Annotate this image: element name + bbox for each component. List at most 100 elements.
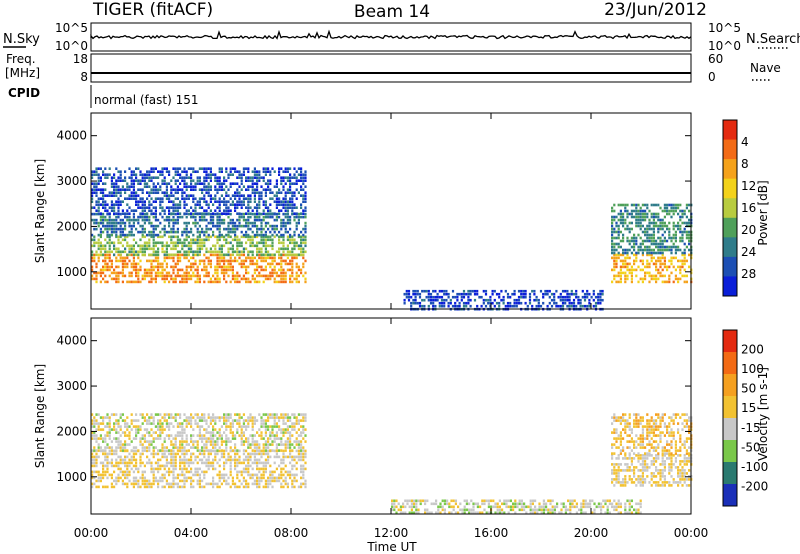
data-cell [154,233,157,237]
data-cell [234,277,237,281]
data-cell [106,452,109,456]
data-cell [113,268,116,272]
data-cell [679,271,682,275]
data-cell [187,241,190,245]
data-cell [289,167,292,170]
data-cell [165,262,168,266]
data-cell [220,218,223,222]
data-cell [115,458,118,462]
data-cell [256,419,259,422]
data-cell [256,215,259,219]
data-cell [113,209,116,212]
data-cell [506,295,510,299]
data-cell [641,460,644,463]
data-cell [617,251,620,255]
data-cell [646,233,649,237]
data-cell [146,482,149,486]
data-cell [579,301,582,305]
data-cell [104,215,107,219]
data-cell [128,247,131,251]
data-cell [115,167,118,170]
data-cell [216,443,219,446]
data-cell [106,194,109,197]
data-cell [150,176,153,179]
data-cell [216,221,219,225]
data-cell [677,280,680,284]
data-cell [132,191,135,194]
data-cell [194,467,197,471]
data-cell [117,212,120,215]
data-cell [161,268,164,272]
data-cell [262,235,265,239]
data-cell [234,443,237,446]
data-cell [661,268,664,272]
data-cell [264,446,267,449]
data-cell [212,419,215,422]
data-cell [231,227,234,231]
data-cell [163,182,166,185]
data-cell [115,449,118,452]
data-cell [611,454,614,457]
data-cell [161,473,164,477]
data-cell [99,241,102,245]
data-cell [176,215,179,219]
data-cell [271,191,274,194]
data-cell [146,413,149,416]
data-cell [302,452,305,456]
scatter-region [91,413,307,452]
data-cell [659,227,662,231]
data-cell [95,218,98,222]
data-cell [181,244,184,248]
data-cell [102,419,105,422]
data-cell [201,479,204,483]
data-cell [249,221,252,225]
data-cell [451,295,455,299]
data-cell [249,476,252,480]
data-cell [670,209,673,213]
data-cell [91,464,94,468]
data-cell [148,170,151,173]
data-cell [102,215,105,219]
data-cell [190,419,193,422]
data-cell [613,268,616,272]
data-cell [628,271,631,275]
data-cell [304,482,307,486]
data-cell [251,449,254,452]
data-cell [227,455,230,459]
data-cell [646,227,649,231]
data-cell [179,268,182,272]
data-cell [557,304,560,308]
data-cell [183,191,186,194]
data-cell [205,212,208,215]
data-cell [148,446,151,449]
data-cell [286,262,289,266]
data-cell [174,455,177,459]
data-cell [146,182,149,185]
data-cell [143,218,146,222]
data-cell [121,479,124,483]
data-cell [641,259,644,263]
data-cell [143,182,146,185]
data-cell [236,238,239,242]
data-cell [170,179,173,182]
data-cell [205,185,208,188]
data-cell [113,212,116,215]
data-cell [139,179,142,182]
data-cell [205,461,208,465]
data-cell [659,478,662,481]
data-cell [102,259,105,263]
data-cell [626,227,629,231]
data-cell [93,425,96,428]
data-cell [203,188,206,191]
data-cell [644,203,647,207]
data-cell [93,221,96,225]
data-cell [289,203,292,206]
data-cell [256,446,259,449]
data-cell [104,203,107,206]
data-cell [139,437,142,440]
data-cell [218,197,221,200]
data-cell [179,434,182,437]
data-cell [194,274,197,278]
data-cell [97,206,100,209]
data-cell [150,224,153,228]
